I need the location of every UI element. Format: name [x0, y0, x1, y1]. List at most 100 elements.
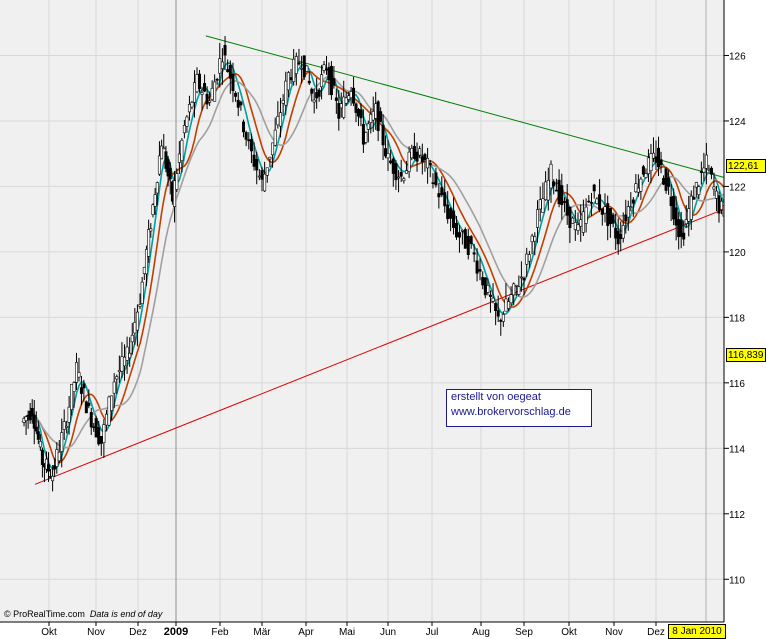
candle-body: [38, 441, 42, 448]
candle-body: [297, 62, 301, 65]
candle-body: [472, 252, 476, 255]
credit-text: © ProRealTime.com Data is end of day: [4, 609, 162, 619]
candle-body: [616, 230, 620, 245]
candle-body: [312, 99, 316, 103]
date-badge: 8 Jan 2010: [668, 624, 726, 639]
candle-body: [651, 152, 655, 159]
candle-body: [469, 236, 473, 244]
candle-body: [452, 210, 456, 228]
y-tick-label: 112: [729, 510, 745, 521]
candle-body: [449, 208, 453, 219]
candle-body: [391, 158, 395, 174]
candle-body: [568, 206, 572, 229]
candle-body: [657, 147, 661, 168]
candle-body: [30, 407, 34, 417]
candle-body: [273, 129, 277, 146]
candle-body: [175, 173, 179, 190]
candle-body: [454, 223, 458, 238]
x-month-label: Jul: [426, 627, 439, 638]
candle-body: [166, 159, 170, 177]
y-tick-label: 110: [729, 575, 745, 586]
candle-body: [123, 356, 127, 367]
candle-body: [644, 173, 648, 178]
candle-body: [77, 372, 81, 378]
candle-body: [89, 412, 93, 428]
plot-area: [0, 0, 724, 622]
candle-body: [512, 283, 516, 296]
x-month-label: Jun: [380, 627, 396, 638]
candle-body: [437, 193, 441, 198]
candle-body: [190, 101, 194, 108]
candle-body: [284, 80, 288, 106]
candle-body: [629, 206, 633, 209]
candle-body: [654, 156, 658, 163]
candle-body: [67, 406, 71, 423]
candle-body: [195, 74, 199, 93]
grid-layer: [0, 0, 724, 622]
candle-body: [231, 73, 235, 91]
candle-body: [631, 199, 635, 204]
candle-body: [349, 91, 353, 99]
candle-body: [24, 416, 28, 421]
candle-body: [589, 202, 593, 204]
y-tick-label: 118: [729, 313, 745, 324]
candle-body: [60, 432, 64, 452]
candle-body: [662, 178, 666, 185]
candle-body: [79, 387, 83, 394]
candle-body: [310, 88, 314, 94]
y-tick-label: 114: [729, 444, 745, 455]
candle-body: [244, 132, 248, 140]
candles: [22, 36, 766, 492]
candle-body: [669, 196, 673, 207]
candle-body: [157, 155, 161, 175]
candle-body: [364, 132, 368, 143]
candle-body: [286, 72, 290, 91]
x-month-label: Okt: [41, 627, 57, 638]
candle-body: [302, 55, 306, 78]
x-month-label: Mär: [253, 627, 271, 638]
candle-body: [389, 160, 393, 164]
candle-body: [147, 229, 151, 257]
candle-body: [475, 260, 479, 274]
candle-body: [180, 139, 184, 161]
x-month-label: Sep: [515, 627, 533, 638]
candle-body: [418, 148, 422, 156]
candle-body: [84, 401, 88, 414]
y-axis: 110112114116118120122124126128: [723, 0, 766, 622]
candle-body: [289, 77, 293, 81]
candle-body: [62, 421, 66, 430]
y-tick-label: 120: [729, 248, 746, 259]
candle-body: [496, 310, 500, 317]
candle-body: [460, 230, 464, 232]
candle-body: [478, 269, 482, 272]
candle-body: [457, 232, 461, 238]
candle-body: [519, 276, 523, 279]
candle-body: [538, 199, 542, 210]
candle-body: [374, 103, 378, 119]
candle-body: [320, 74, 324, 88]
candle-body: [263, 173, 267, 192]
candle-body: [386, 153, 390, 159]
candle-body: [423, 154, 427, 161]
candle-body: [649, 153, 653, 171]
candle-body: [249, 139, 253, 152]
candle-body: [415, 151, 419, 162]
candle-body: [541, 198, 545, 213]
candle-body: [565, 199, 569, 216]
candle-body: [72, 382, 76, 392]
candle-body: [117, 370, 121, 373]
candle-body: [51, 475, 55, 482]
x-month-label: Mai: [339, 627, 355, 638]
candle-body: [600, 208, 604, 215]
candle-body: [55, 449, 59, 467]
candle-body: [481, 277, 485, 286]
x-month-label: Dez: [647, 627, 665, 638]
candle-body: [674, 207, 678, 226]
candle-body: [359, 109, 363, 119]
candle-body: [522, 277, 526, 281]
candle-body: [339, 103, 343, 109]
candle-body: [592, 184, 596, 192]
candle-body: [399, 171, 403, 177]
candle-body: [278, 112, 282, 127]
y-tick-label: 116: [729, 379, 745, 390]
